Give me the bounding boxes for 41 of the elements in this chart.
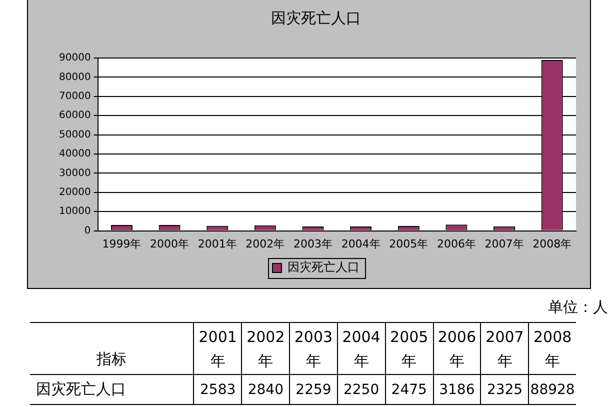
category-label: 2003年 [294,328,333,370]
x-tick-label: 2002年 [246,237,285,250]
text: 因灾死亡人口 [36,380,126,398]
y-tick-label: 70000 [59,90,91,102]
x-tick-label: 2000年 [150,237,190,250]
data-label: 88928 [530,382,575,398]
data-label: 2259 [296,382,332,398]
y-tick-label: 10000 [59,206,91,218]
x-tick-label: 2008年 [532,237,572,250]
category-label: 2004年 [342,328,380,370]
data-label: 2840 [248,382,284,398]
y-tick-label: 40000 [59,148,91,160]
legend-label: 因灾死亡人口 [288,260,360,274]
y-tick-label: 20000 [59,186,91,198]
data-label: 2475 [391,382,427,398]
chart-title: 因灾死亡人口 [271,8,361,27]
x-tick-label: 2005年 [389,237,428,250]
category-label: 2002年 [246,328,285,370]
x-tick-label: 1999年 [102,237,142,250]
data-label: 3186 [439,382,475,398]
y-tick-label: 80000 [59,72,91,83]
data-label: 2583 [200,382,236,398]
text: 单位：人 [548,298,608,317]
category-label: 2005年 [390,328,428,370]
text: 指标 [96,349,127,370]
x-tick-label: 2001年 [198,237,237,250]
y-tick-label: 60000 [59,110,91,122]
y-tick-label: 30000 [59,168,91,179]
category-label: 2008年 [533,328,572,370]
x-tick-label: 2004年 [341,237,380,250]
y-tick-label: 50000 [59,129,91,140]
data-label: 2250 [343,382,380,398]
y-tick-label: 0 [84,225,91,236]
category-label: 2001年 [198,328,237,370]
x-tick-label: 2003年 [293,237,332,250]
x-tick-label: 2006年 [436,237,476,250]
category-label: 2006年 [438,328,476,370]
category-label: 2007年 [486,328,524,370]
data-label: 2325 [486,382,523,398]
y-tick-label: 90000 [59,52,91,64]
x-tick-label: 2007年 [484,237,524,250]
